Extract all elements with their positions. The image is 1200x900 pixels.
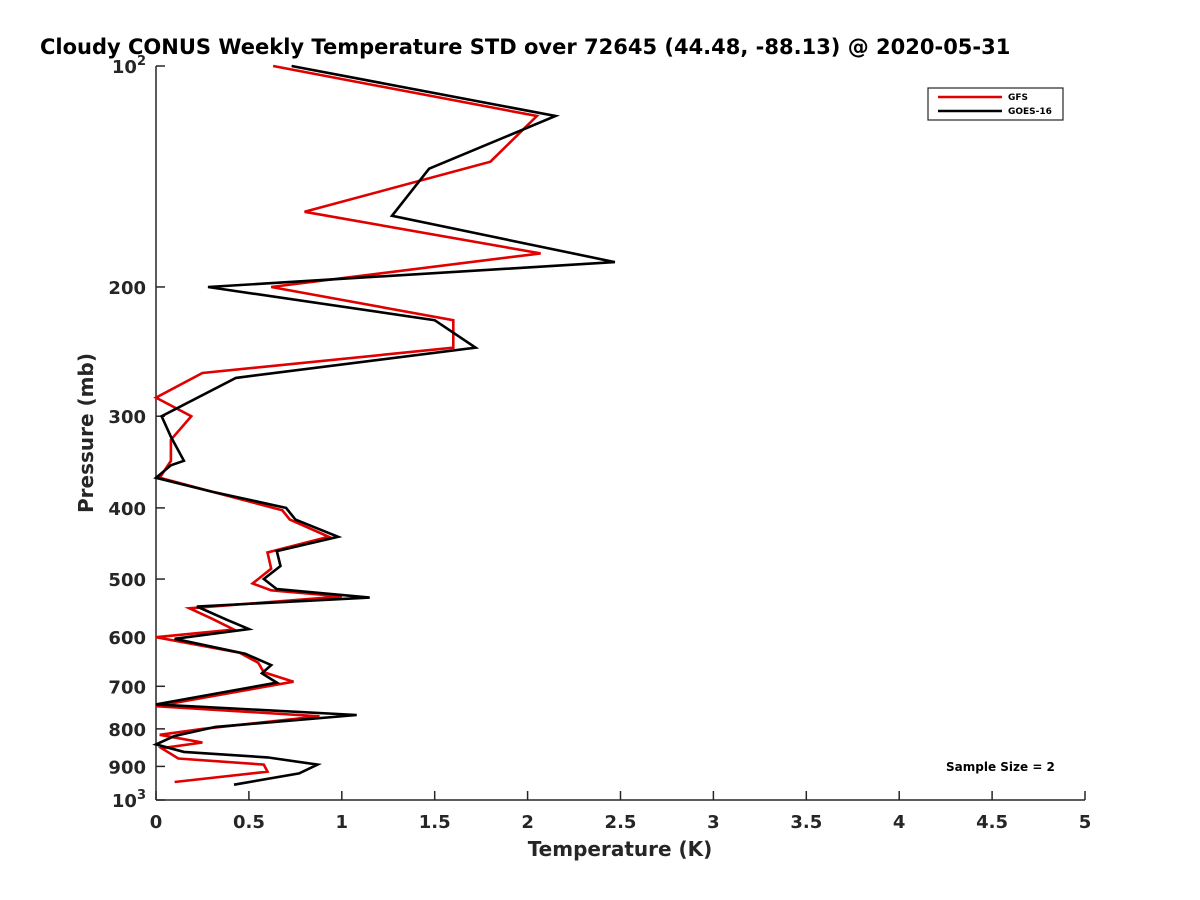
y-tick-label: 102 bbox=[112, 54, 146, 78]
x-tick-label: 3 bbox=[707, 812, 720, 833]
y-tick-label: 500 bbox=[108, 570, 146, 591]
x-axis-title: Temperature (K) bbox=[528, 837, 713, 861]
x-ticks: 0 0.5 1 1.5 2 2.5 3 3.5 4 4.5 5 bbox=[150, 791, 1092, 833]
x-tick-label: 0.5 bbox=[233, 812, 265, 833]
y-axis-title: Pressure (mb) bbox=[74, 353, 98, 513]
legend-box bbox=[927, 87, 1064, 121]
series-line-gfs bbox=[153, 64, 541, 784]
y-tick-label: 103 bbox=[112, 788, 146, 812]
sample-size-annotation: Sample Size = 2 bbox=[946, 760, 1055, 774]
y-tick-label: 800 bbox=[108, 720, 146, 741]
legend-label-gfs: GFS bbox=[1008, 93, 1028, 103]
x-tick-label: 4 bbox=[893, 812, 906, 833]
x-tick-label: 1.5 bbox=[419, 812, 451, 833]
x-tick-label: 2 bbox=[521, 812, 534, 833]
y-tick-label: 700 bbox=[108, 677, 146, 698]
y-ticks: 102 200 300 400 500 600 700 800 900 103 bbox=[108, 54, 165, 812]
y-tick-label: 300 bbox=[108, 407, 146, 428]
y-tick-label: 900 bbox=[108, 757, 146, 778]
x-tick-label: 1 bbox=[336, 812, 349, 833]
x-tick-label: 0 bbox=[150, 812, 163, 833]
series-line-goes-16 bbox=[152, 64, 616, 786]
y-tick-label: 600 bbox=[108, 628, 146, 649]
y-tick-label: 400 bbox=[108, 499, 146, 520]
y-tick-label: 200 bbox=[108, 278, 146, 299]
x-tick-label: 4.5 bbox=[976, 812, 1008, 833]
legend-label-goes-16: GOES-16 bbox=[1008, 107, 1052, 117]
x-tick-label: 2.5 bbox=[605, 812, 637, 833]
chart-title: Cloudy CONUS Weekly Temperature STD over… bbox=[40, 35, 1010, 59]
series-layer bbox=[152, 64, 616, 786]
legend: GFS GOES-16 bbox=[927, 87, 1064, 121]
x-tick-label: 5 bbox=[1079, 812, 1092, 833]
x-tick-label: 3.5 bbox=[790, 812, 822, 833]
